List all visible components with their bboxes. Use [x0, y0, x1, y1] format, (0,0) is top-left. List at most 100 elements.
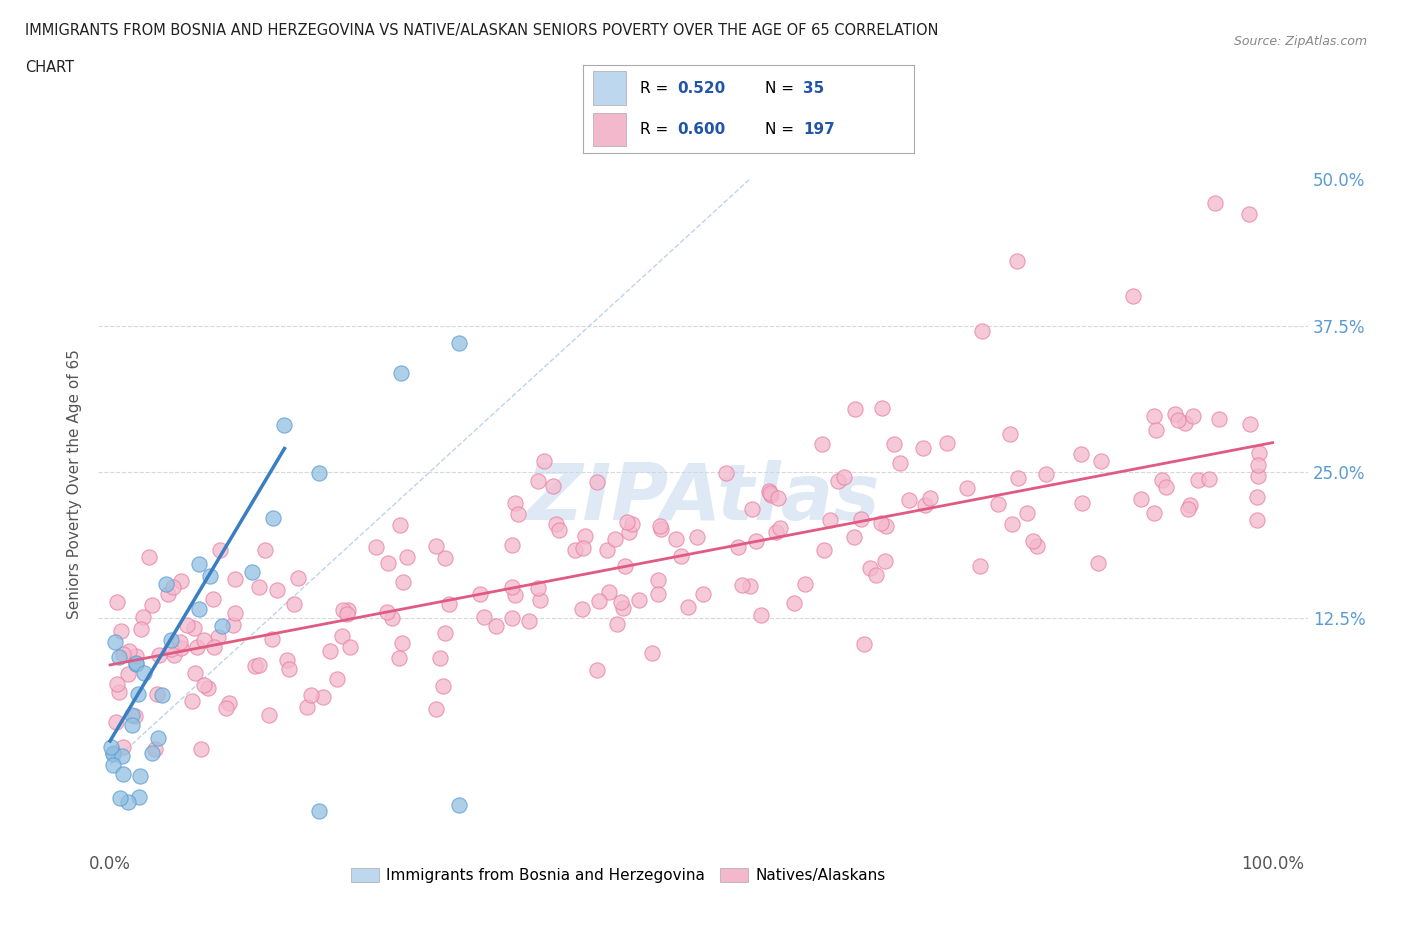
Point [529, 592, 551, 607]
Text: 197: 197 [803, 122, 835, 137]
Point [1246, 489, 1268, 504]
Point [998, 427, 1021, 442]
Point [249, 579, 271, 594]
Point [100, 739, 122, 754]
Text: 0.520: 0.520 [678, 81, 725, 96]
Point [1239, 207, 1261, 222]
Point [132, 610, 155, 625]
Point [605, 531, 627, 546]
Point [1174, 416, 1197, 431]
Point [184, 666, 207, 681]
Point [793, 577, 815, 591]
Point [650, 522, 672, 537]
Point [501, 538, 523, 552]
Point [145, 686, 167, 701]
Point [101, 757, 124, 772]
Point [1007, 471, 1029, 485]
Point [287, 570, 309, 585]
Point [758, 484, 780, 498]
Point [222, 618, 245, 632]
Point [564, 543, 586, 558]
Point [391, 575, 413, 590]
Point [1198, 472, 1220, 486]
Point [987, 496, 1010, 511]
Point [283, 597, 305, 612]
Point [121, 718, 143, 733]
Point [844, 402, 866, 417]
Point [1130, 492, 1153, 507]
Point [121, 708, 143, 723]
Point [425, 539, 447, 554]
Point [678, 599, 700, 614]
Point [257, 708, 280, 723]
Point [308, 465, 330, 480]
Point [851, 512, 873, 527]
Point [813, 542, 835, 557]
Point [198, 569, 221, 584]
Point [339, 639, 361, 654]
Point [105, 594, 128, 609]
Point [571, 602, 593, 617]
Point [503, 495, 526, 510]
Y-axis label: Seniors Poverty Over the Age of 65: Seniors Poverty Over the Age of 65 [67, 349, 83, 618]
Point [150, 687, 173, 702]
Point [389, 518, 412, 533]
Point [546, 517, 568, 532]
Text: 0.600: 0.600 [678, 122, 725, 137]
Point [433, 625, 456, 640]
Point [610, 594, 633, 609]
Point [472, 609, 495, 624]
Point [325, 671, 347, 686]
Point [170, 641, 193, 656]
Point [1017, 506, 1039, 521]
Point [437, 596, 460, 611]
Point [129, 621, 152, 636]
Point [541, 478, 564, 493]
Point [714, 465, 737, 480]
Point [548, 523, 571, 538]
Point [1247, 445, 1270, 460]
Point [186, 639, 208, 654]
Point [1167, 413, 1189, 428]
Point [811, 437, 834, 452]
Point [827, 473, 849, 488]
Point [104, 634, 127, 649]
Point [1150, 472, 1173, 487]
Point [586, 474, 609, 489]
Point [243, 658, 266, 673]
Point [273, 418, 295, 432]
Point [117, 644, 139, 658]
Point [111, 766, 134, 781]
Point [766, 491, 789, 506]
Point [104, 715, 127, 730]
Point [211, 618, 233, 633]
Point [127, 686, 149, 701]
Point [125, 656, 148, 671]
Point [572, 540, 595, 555]
Point [759, 487, 782, 502]
Point [956, 480, 979, 495]
Point [1181, 409, 1204, 424]
Point [447, 798, 470, 813]
Point [914, 498, 936, 512]
Point [111, 749, 134, 764]
Point [112, 646, 135, 661]
Point [936, 435, 959, 450]
Point [1000, 517, 1022, 532]
Point [731, 578, 754, 592]
Point [749, 608, 772, 623]
Point [834, 469, 856, 484]
Point [215, 700, 238, 715]
Point [620, 517, 643, 532]
Point [1035, 467, 1057, 482]
Point [875, 518, 897, 533]
Text: ZIPAtlas: ZIPAtlas [526, 460, 880, 536]
Point [1246, 513, 1268, 528]
Point [1143, 506, 1166, 521]
Point [391, 635, 413, 650]
Point [897, 492, 920, 507]
Point [128, 790, 150, 804]
Point [176, 618, 198, 632]
Point [138, 550, 160, 565]
Point [517, 614, 540, 629]
